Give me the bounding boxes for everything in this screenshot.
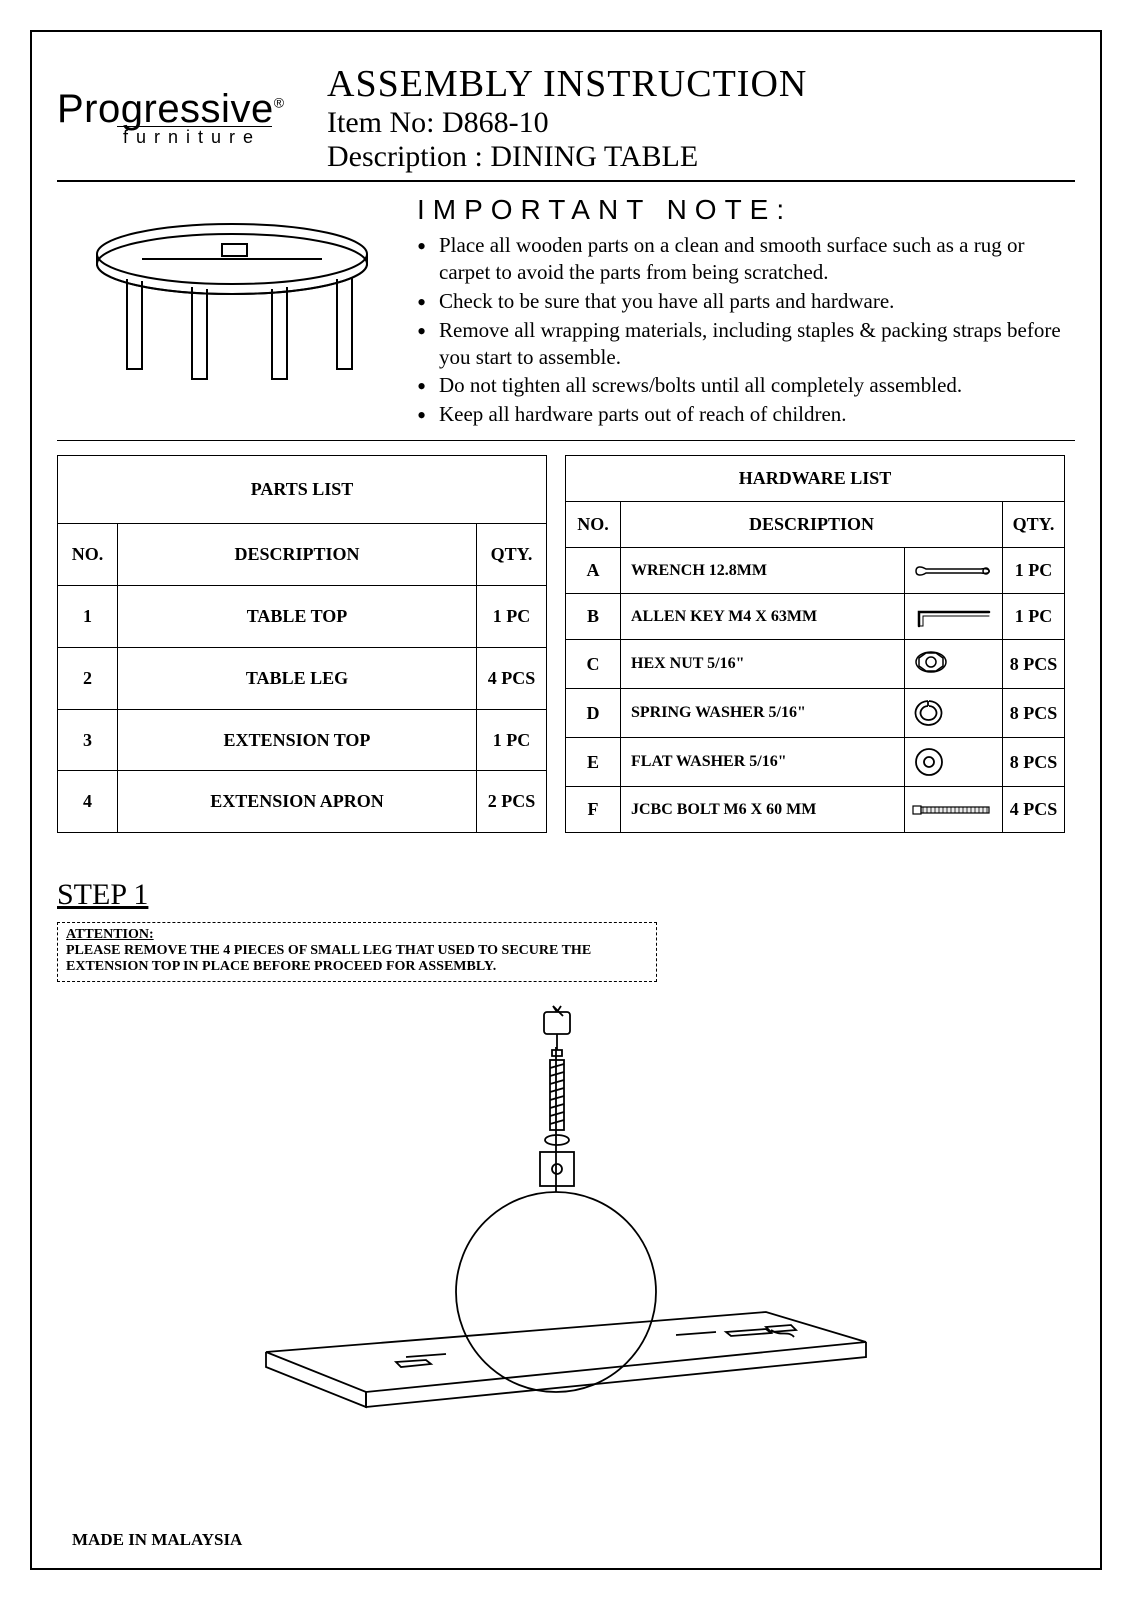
- important-title: IMPORTANT NOTE:: [417, 194, 1075, 226]
- parts-head-qty: QTY.: [477, 524, 547, 586]
- hw-qty: 8 PCS: [1003, 689, 1065, 738]
- table-row: A WRENCH 12.8MM 1 PC: [566, 548, 1065, 594]
- parts-caption: PARTS LIST: [58, 456, 547, 524]
- hw-no: C: [566, 640, 621, 689]
- desc-label: Description :: [327, 140, 490, 173]
- table-row: D SPRING WASHER 5/16" 8 PCS: [566, 689, 1065, 738]
- table-row: 2 TABLE LEG 4 PCS: [58, 647, 547, 709]
- parts-head-desc: DESCRIPTION: [118, 524, 477, 586]
- bolt-icon: [905, 787, 1003, 833]
- part-qty: 1 PC: [477, 586, 547, 648]
- desc-value: DINING TABLE: [490, 140, 698, 173]
- part-qty: 2 PCS: [477, 771, 547, 833]
- part-desc: EXTENSION TOP: [118, 709, 477, 771]
- attention-heading: ATTENTION:: [66, 927, 154, 942]
- assembly-diagram-icon: [206, 992, 926, 1432]
- hw-desc: SPRING WASHER 5/16": [621, 689, 905, 738]
- table-row: 1 TABLE TOP 1 PC: [58, 586, 547, 648]
- part-desc: TABLE LEG: [118, 647, 477, 709]
- hw-head-no: NO.: [566, 502, 621, 548]
- product-illustration: [57, 194, 407, 404]
- step1-illustration: [57, 992, 1075, 1432]
- note-item: Keep all hardware parts out of reach of …: [417, 401, 1075, 428]
- spring-washer-icon: [905, 689, 1003, 738]
- logo: Progressive® furniture: [57, 62, 307, 148]
- important-notes: IMPORTANT NOTE: Place all wooden parts o…: [417, 194, 1075, 430]
- hw-qty: 1 PC: [1003, 548, 1065, 594]
- table-row: E FLAT WASHER 5/16" 8 PCS: [566, 738, 1065, 787]
- parts-table: PARTS LIST NO. DESCRIPTION QTY. 1 TABLE …: [57, 455, 547, 833]
- important-list: Place all wooden parts on a clean and sm…: [417, 232, 1075, 428]
- page-frame: Progressive® furniture ASSEMBLY INSTRUCT…: [30, 30, 1102, 1570]
- hw-desc: ALLEN KEY M4 X 63MM: [621, 594, 905, 640]
- lists-row: PARTS LIST NO. DESCRIPTION QTY. 1 TABLE …: [57, 455, 1075, 833]
- part-no: 1: [58, 586, 118, 648]
- item-number: D868-10: [442, 106, 549, 139]
- wrench-icon: [905, 548, 1003, 594]
- title-block: ASSEMBLY INSTRUCTION Item No: D868-10 De…: [327, 62, 1075, 174]
- table-icon: [82, 209, 382, 389]
- hardware-header-row: NO. DESCRIPTION QTY.: [566, 502, 1065, 548]
- hw-no: B: [566, 594, 621, 640]
- table-row: 3 EXTENSION TOP 1 PC: [58, 709, 547, 771]
- hex-nut-icon: [905, 640, 1003, 689]
- hardware-caption: HARDWARE LIST: [566, 456, 1065, 502]
- hw-qty: 8 PCS: [1003, 640, 1065, 689]
- logo-brand-text: Progressive: [57, 87, 274, 131]
- hw-qty: 4 PCS: [1003, 787, 1065, 833]
- note-item: Place all wooden parts on a clean and sm…: [417, 232, 1075, 286]
- part-qty: 1 PC: [477, 709, 547, 771]
- part-desc: TABLE TOP: [118, 586, 477, 648]
- table-row: F JCBC BOLT M6 X 60 MM 4 PCS: [566, 787, 1065, 833]
- table-row: C HEX NUT 5/16" 8 PCS: [566, 640, 1065, 689]
- hardware-table: HARDWARE LIST NO. DESCRIPTION QTY. A WRE…: [565, 455, 1065, 833]
- header: Progressive® furniture ASSEMBLY INSTRUCT…: [57, 62, 1075, 182]
- hw-no: D: [566, 689, 621, 738]
- notes-section: IMPORTANT NOTE: Place all wooden parts o…: [57, 182, 1075, 441]
- table-row: 4 EXTENSION APRON 2 PCS: [58, 771, 547, 833]
- hw-desc: HEX NUT 5/16": [621, 640, 905, 689]
- part-no: 4: [58, 771, 118, 833]
- part-no: 3: [58, 709, 118, 771]
- parts-head-no: NO.: [58, 524, 118, 586]
- hw-head-qty: QTY.: [1003, 502, 1065, 548]
- note-item: Do not tighten all screws/bolts until al…: [417, 372, 1075, 399]
- part-qty: 4 PCS: [477, 647, 547, 709]
- step-title: STEP 1: [57, 878, 1075, 912]
- hw-desc: WRENCH 12.8MM: [621, 548, 905, 594]
- hw-no: A: [566, 548, 621, 594]
- hw-no: F: [566, 787, 621, 833]
- hw-qty: 1 PC: [1003, 594, 1065, 640]
- hw-qty: 8 PCS: [1003, 738, 1065, 787]
- part-no: 2: [58, 647, 118, 709]
- allen-key-icon: [905, 594, 1003, 640]
- logo-brand: Progressive®: [57, 87, 307, 132]
- assembly-title: ASSEMBLY INSTRUCTION: [327, 62, 1075, 106]
- hw-head-desc: DESCRIPTION: [621, 502, 1003, 548]
- note-item: Remove all wrapping materials, including…: [417, 317, 1075, 371]
- attention-body: PLEASE REMOVE THE 4 PIECES OF SMALL LEG …: [66, 943, 591, 974]
- flat-washer-icon: [905, 738, 1003, 787]
- footer-origin: MADE IN MALAYSIA: [72, 1530, 242, 1550]
- note-item: Check to be sure that you have all parts…: [417, 288, 1075, 315]
- hw-desc: FLAT WASHER 5/16": [621, 738, 905, 787]
- table-row: B ALLEN KEY M4 X 63MM 1 PC: [566, 594, 1065, 640]
- desc-line: Description : DINING TABLE: [327, 140, 1075, 174]
- item-label: Item No:: [327, 106, 442, 139]
- hw-desc: JCBC BOLT M6 X 60 MM: [621, 787, 905, 833]
- hw-no: E: [566, 738, 621, 787]
- item-line: Item No: D868-10: [327, 106, 1075, 140]
- part-desc: EXTENSION APRON: [118, 771, 477, 833]
- logo-registered: ®: [274, 95, 285, 111]
- parts-header-row: NO. DESCRIPTION QTY.: [58, 524, 547, 586]
- attention-box: ATTENTION: PLEASE REMOVE THE 4 PIECES OF…: [57, 922, 657, 982]
